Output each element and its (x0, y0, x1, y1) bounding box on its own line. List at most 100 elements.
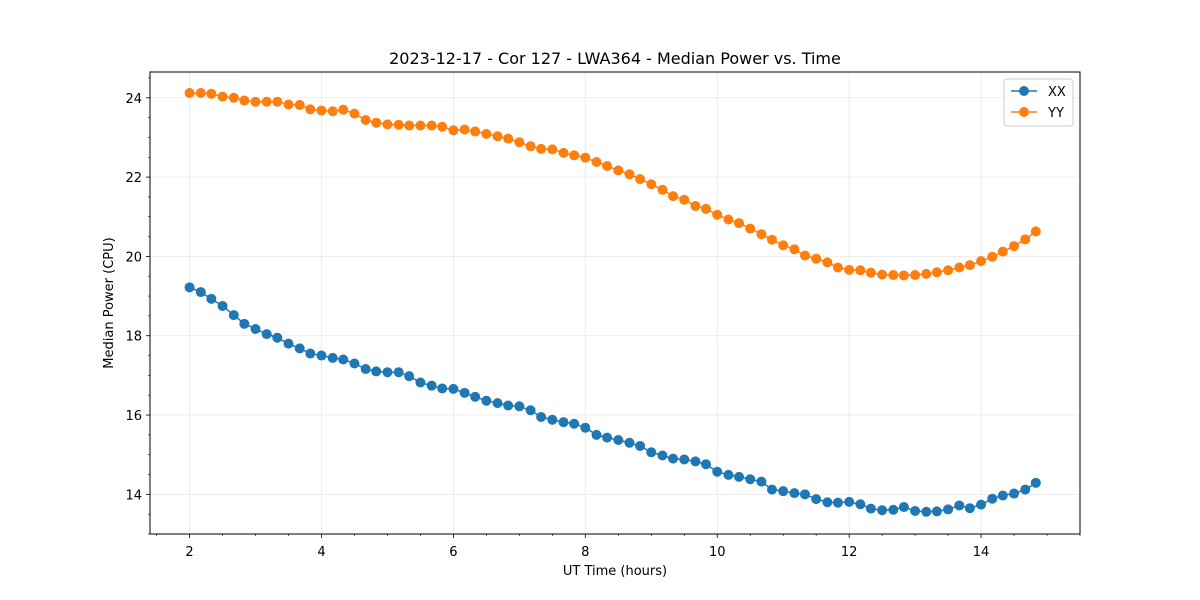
data-point-yy (437, 121, 448, 132)
x-tick-label: 12 (841, 545, 858, 560)
data-point-yy (338, 104, 349, 115)
data-point-yy (558, 147, 569, 158)
data-point-xx (712, 466, 723, 477)
data-point-xx (943, 504, 954, 515)
data-point-yy (349, 108, 360, 119)
data-point-yy (723, 214, 734, 225)
data-point-yy (481, 128, 492, 139)
data-point-xx (1020, 484, 1031, 495)
plot-series (184, 88, 1041, 517)
data-point-xx (756, 476, 767, 487)
data-point-yy (536, 143, 547, 154)
data-point-yy (580, 152, 591, 163)
data-point-yy (877, 269, 888, 280)
legend-label-xx: XX (1048, 85, 1066, 100)
data-point-xx (261, 329, 272, 340)
data-point-xx (415, 377, 426, 388)
data-point-yy (547, 144, 558, 155)
data-point-yy (261, 96, 272, 107)
data-point-xx (536, 412, 547, 423)
data-point-yy (987, 251, 998, 262)
x-axis-label: UT Time (hours) (563, 564, 667, 579)
data-point-xx (865, 503, 876, 514)
data-point-yy (327, 106, 338, 117)
data-point-yy (459, 124, 470, 135)
data-point-xx (580, 422, 591, 433)
data-point-xx (844, 496, 855, 507)
data-point-yy (360, 114, 371, 125)
data-point-xx (184, 282, 195, 293)
data-point-yy (635, 174, 646, 185)
data-point-xx (910, 506, 921, 516)
data-point-yy (415, 120, 426, 131)
legend-marker-xx (1019, 86, 1029, 96)
data-point-yy (997, 246, 1008, 257)
data-point-xx (602, 432, 613, 443)
data-point-xx (832, 497, 843, 508)
data-point-xx (657, 450, 668, 461)
data-point-xx (272, 332, 283, 343)
data-point-xx (745, 474, 756, 485)
data-point-yy (393, 119, 404, 130)
data-point-yy (822, 257, 833, 268)
data-point-xx (206, 293, 217, 304)
data-point-xx (1030, 477, 1041, 488)
data-point-yy (503, 133, 514, 144)
data-point-xx (360, 364, 371, 375)
data-point-yy (613, 165, 624, 176)
data-point-xx (679, 454, 690, 465)
x-tick-label: 14 (973, 545, 990, 560)
data-point-xx (964, 503, 975, 514)
data-point-yy (844, 264, 855, 275)
data-point-xx (591, 429, 602, 440)
data-point-xx (624, 437, 635, 448)
data-point-yy (1020, 234, 1031, 245)
data-point-yy (898, 270, 909, 281)
data-point-yy (943, 265, 954, 276)
data-point-xx (283, 338, 294, 349)
y-tick-label: 24 (125, 92, 142, 107)
grid (150, 72, 1080, 534)
data-point-xx (569, 418, 580, 429)
data-point-yy (778, 240, 789, 251)
legend-marker-yy (1019, 107, 1029, 117)
data-point-yy (954, 262, 965, 273)
data-point-xx (954, 500, 965, 511)
data-point-yy (657, 184, 668, 195)
data-point-xx (789, 488, 800, 499)
data-point-yy (448, 125, 459, 136)
data-point-xx (668, 453, 679, 464)
data-point-yy (228, 92, 239, 103)
data-point-xx (635, 440, 646, 451)
data-point-yy (371, 117, 382, 128)
data-point-xx (931, 506, 942, 517)
data-point-yy (910, 270, 921, 281)
data-point-xx (217, 300, 228, 311)
data-point-xx (404, 371, 415, 382)
data-point-yy (799, 250, 810, 261)
data-point-xx (734, 471, 744, 482)
y-tick-label: 14 (125, 488, 142, 503)
data-point-xx (799, 489, 810, 500)
data-point-yy (492, 131, 503, 142)
data-point-xx (898, 502, 909, 513)
data-point-xx (811, 494, 822, 505)
data-point-yy (382, 119, 393, 130)
data-point-yy (250, 96, 261, 107)
y-tick-label: 22 (125, 171, 142, 186)
data-point-xx (195, 287, 206, 298)
y-axis-label: Median Power (CPU) (102, 237, 117, 368)
data-point-yy (712, 209, 723, 220)
data-point-yy (525, 141, 536, 152)
data-point-yy (217, 91, 228, 102)
data-point-yy (283, 99, 294, 110)
y-tick-label: 16 (125, 409, 142, 424)
data-point-yy (701, 203, 712, 214)
data-point-yy (690, 201, 701, 212)
data-point-yy (766, 234, 777, 245)
data-point-yy (591, 157, 602, 168)
data-point-xx (723, 469, 734, 480)
data-point-yy (931, 267, 942, 278)
